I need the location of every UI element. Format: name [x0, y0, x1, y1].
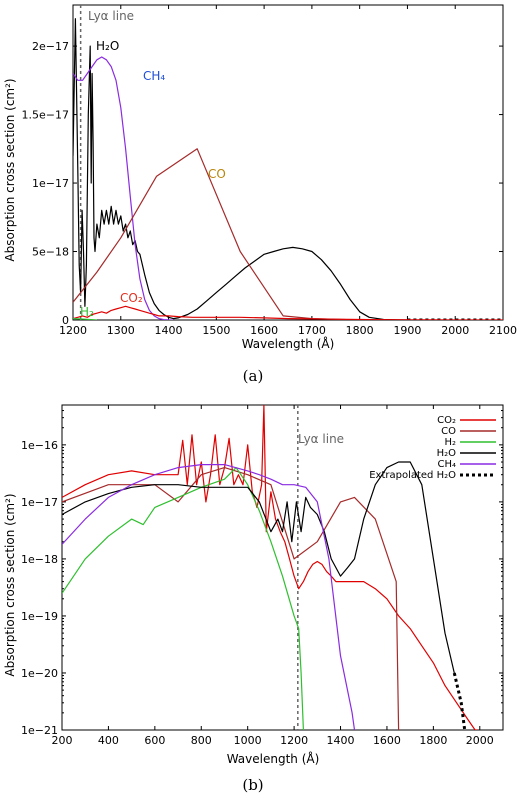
x-tick-label: 200	[52, 734, 73, 747]
series-line-co2	[73, 305, 503, 320]
series-line-h2o	[62, 461, 455, 674]
annotation-label: CH₄	[143, 69, 165, 83]
annotation-label: Lyα line	[88, 9, 134, 23]
x-tick-label: 1000	[234, 734, 262, 747]
y-tick-label: 1e−16	[21, 439, 58, 452]
series-line-co	[62, 467, 400, 730]
x-tick-label: 2000	[466, 734, 494, 747]
y-tick-label: 1.5e−17	[22, 109, 69, 122]
x-tick-label: 1200	[280, 734, 308, 747]
x-tick-label: 1800	[419, 734, 447, 747]
x-axis-label: Wavelength (Å)	[242, 336, 335, 351]
x-tick-label: 1900	[393, 324, 421, 337]
y-tick-label: 1e−20	[21, 667, 58, 680]
series-line-h2o-extrapolated	[452, 672, 467, 730]
y-axis-label: Absorption cross section (cm²)	[3, 493, 17, 676]
series-line-co2	[62, 405, 478, 730]
x-tick-label: 2100	[489, 324, 517, 337]
chart-panel-b: Absorption cross section (cm²) Wavelengt…	[3, 404, 504, 794]
x-tick-label: 1400	[327, 734, 355, 747]
legend-label: H₂O	[437, 448, 457, 459]
annotation-label: CO	[208, 167, 226, 181]
x-tick-label: 1600	[250, 324, 278, 337]
x-tick-label: 1500	[202, 324, 230, 337]
x-tick-label: 1300	[107, 324, 135, 337]
plot-frame	[72, 4, 504, 321]
y-tick-label: 1e−17	[21, 496, 58, 509]
series-line-ch4	[73, 56, 174, 320]
annotation-label: H₂O	[96, 39, 119, 53]
lyman-alpha-label: Lyα line	[298, 432, 344, 446]
chart-panel-a: Absorption cross section (cm²) Wavelengt…	[3, 4, 517, 385]
x-axis-label: Wavelength (Å)	[227, 751, 320, 766]
series-line-ch4	[62, 464, 356, 730]
x-tick-label: 1600	[373, 734, 401, 747]
annotation-label: H₂	[80, 305, 94, 319]
y-tick-label: 5e−18	[32, 246, 69, 259]
y-axis-label: Absorption cross section (cm²)	[3, 78, 17, 261]
y-tick-label: 1e−21	[21, 724, 58, 737]
x-tick-label: 2000	[441, 324, 469, 337]
y-tick-label: 1e−18	[21, 553, 58, 566]
x-tick-label: 1200	[59, 324, 87, 337]
caption-a: (a)	[243, 367, 264, 385]
annotation-label: CO₂	[120, 291, 143, 305]
x-tick-label: 1800	[346, 324, 374, 337]
caption-b: (b)	[242, 776, 263, 794]
series-line-h2	[62, 467, 304, 730]
series-line-h2o	[73, 18, 408, 320]
x-tick-label: 1400	[155, 324, 183, 337]
x-tick-label: 400	[98, 734, 119, 747]
legend-label: CO	[441, 426, 456, 437]
legend-label: CH₄	[437, 459, 456, 470]
series-line-h2	[73, 318, 97, 320]
y-tick-label: 0	[62, 314, 69, 327]
legend-label: CO₂	[437, 415, 456, 426]
y-tick-label: 2e−17	[32, 40, 69, 53]
legend-label: Extrapolated H₂O	[369, 470, 456, 481]
x-tick-label: 800	[191, 734, 212, 747]
y-tick-label: 1e−17	[32, 177, 69, 190]
x-tick-label: 600	[144, 734, 165, 747]
y-tick-label: 1e−19	[21, 610, 58, 623]
x-tick-label: 1700	[298, 324, 326, 337]
legend-label: H₂	[444, 437, 456, 448]
